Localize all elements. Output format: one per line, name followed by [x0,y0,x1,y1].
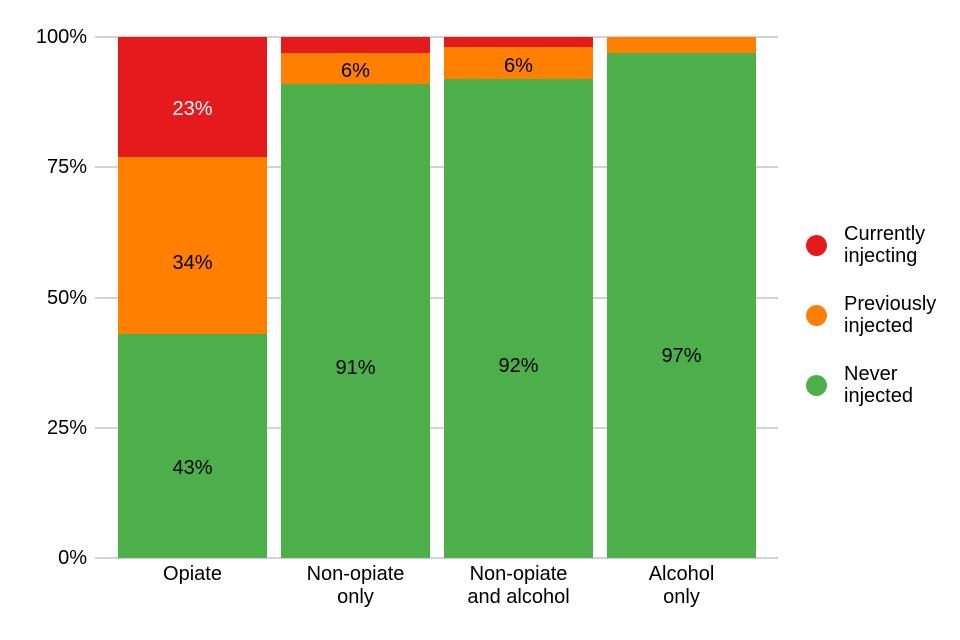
bar-segment [118,333,267,558]
bar-segment [444,78,593,558]
bar-segment [281,37,430,53]
gridline [95,557,778,559]
bar-segment [444,47,593,79]
legend-swatch-circle-icon [806,304,827,326]
legend-label: Previously injected [844,293,936,337]
x-category-label: Non-opiate and alcohol [414,563,623,609]
bar-segment [118,37,267,157]
legend-label-line: injecting [844,245,918,267]
gridline [95,166,778,169]
segment-value-label: 23% [172,97,213,120]
x-category-label-line: Alcohol [648,563,715,585]
legend-label-line: Never [844,363,898,385]
x-category-label: Alcohol only [577,563,786,609]
x-category-label-line: Opiate [163,563,222,585]
gridline [95,36,778,38]
segment-value-label: 97% [661,344,702,367]
legend-label-line: injected [844,385,913,407]
bar-segment [607,37,756,53]
y-tick-label: 0% [58,547,87,569]
bar-segment [607,52,756,558]
legend-swatch-circle-icon [806,234,827,256]
legend-label-line: Previously [844,293,937,315]
bar-segment [281,83,430,558]
x-category-label-line: only [663,586,700,608]
bar-segment [281,52,430,84]
legend-label-line: Currently [844,223,926,245]
x-category-label-line: Non-opiate [469,563,568,585]
gridline [95,296,778,299]
legend-swatch-circle-icon [806,374,827,396]
legend-label-line: injected [844,315,913,337]
segment-value-label: 91% [335,357,376,380]
legend-label: Currently injecting [844,223,925,267]
bar-segment [118,156,267,334]
legend-item: Previously injected [806,293,936,337]
legend-item: Currently injecting [806,223,936,267]
y-tick-label: 100% [35,26,87,48]
segment-value-label: 34% [172,252,213,275]
legend-item: Never injected [806,363,936,407]
bar-segment [444,37,593,48]
segment-value-label: 6% [504,55,533,78]
y-tick-label: 75% [46,156,87,179]
gridline [95,426,778,429]
x-category-label-line: only [337,586,374,608]
legend-label: Never injected [844,363,913,407]
legend: Currently injecting Previously injected Neve… [806,223,936,407]
x-category-label-line: Non-opiate [306,563,405,585]
x-category-label: Opiate [88,563,297,586]
segment-value-label: 43% [172,457,213,480]
x-category-label-line: and alcohol [467,586,570,608]
y-tick-label: 50% [46,286,87,309]
segment-value-label: 92% [498,355,539,378]
y-tick-label: 25% [46,416,87,439]
segment-value-label: 6% [341,60,370,83]
x-category-label: Non-opiate only [251,563,460,609]
